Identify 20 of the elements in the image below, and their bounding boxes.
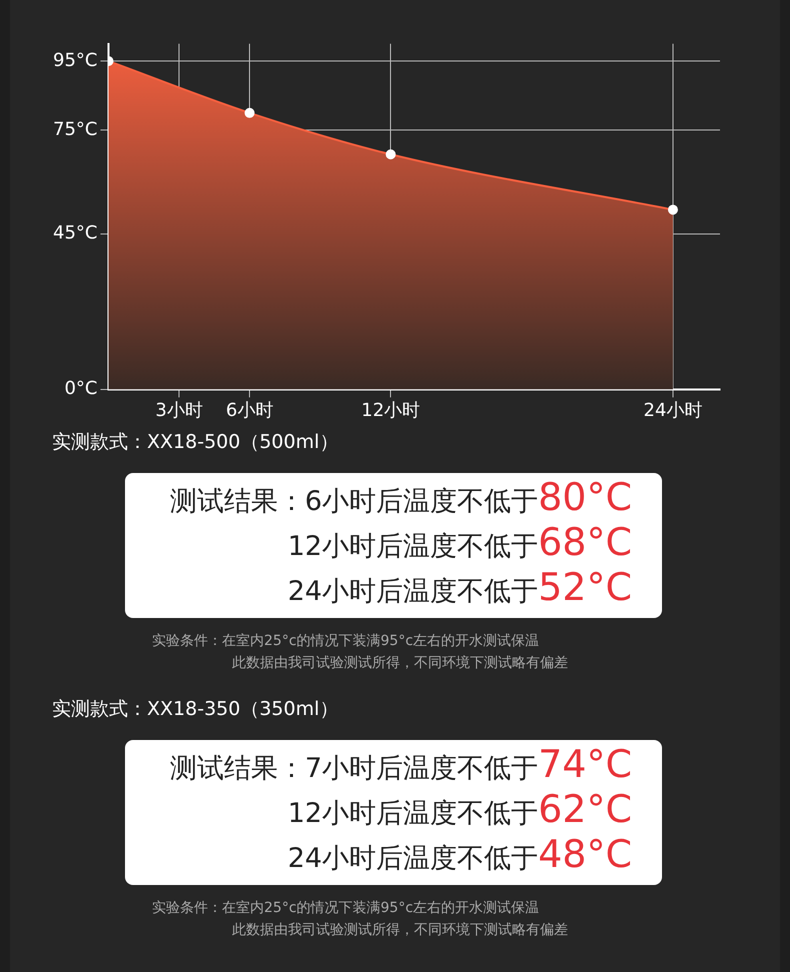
text: 实测款式：XX18-350（350ml） [52,697,340,722]
x-tick-label: 3小时 [155,400,203,421]
text: 测试结果：7小时后温度不低于74°C [170,742,632,786]
text: 24小时后温度不低于48°C [288,832,632,876]
text: 此数据由我司试验测试所得，不同环境下测试略有偏差 [232,921,569,940]
y-tick-label: 0°C [64,378,98,400]
y-tick-label: 75°C [52,118,98,140]
x-tick-label: 24小时 [644,400,702,421]
text: 实验条件：在室内25°c的情况下装满95°c左右的开水测试保温 [152,899,540,918]
text: 测试结果：6小时后温度不低于80°C [170,475,632,519]
y-tick-label: 45°C [52,222,98,244]
x-tick-label: 6小时 [226,400,274,421]
text: 12小时后温度不低于68°C [288,520,632,564]
x-tick-label: 12小时 [361,400,420,421]
text: 实验条件：在室内25°c的情况下装满95°c左右的开水测试保温 [152,632,540,651]
text: 此数据由我司试验测试所得，不同环境下测试略有偏差 [232,654,569,673]
text: 实测款式：XX18-500（500ml） [52,430,340,455]
text: 24小时后温度不低于52°C [288,565,632,609]
text: 12小时后温度不低于62°C [288,787,632,831]
y-tick-label: 95°C [52,50,98,71]
